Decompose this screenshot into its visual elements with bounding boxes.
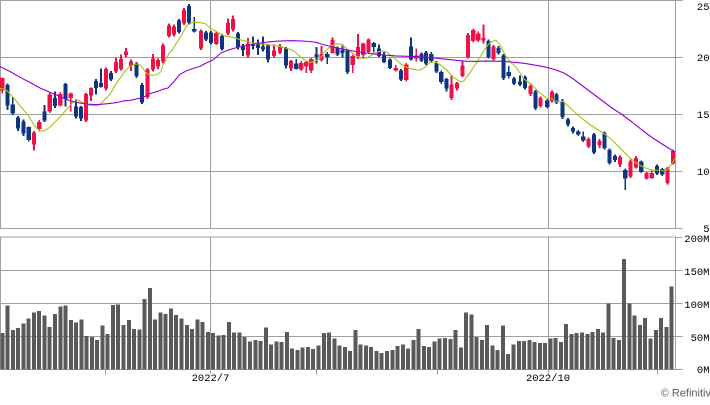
svg-text:20: 20 bbox=[697, 53, 710, 65]
svg-text:25: 25 bbox=[697, 2, 710, 14]
svg-text:0M: 0M bbox=[697, 365, 710, 377]
svg-text:2022/10: 2022/10 bbox=[526, 373, 570, 385]
svg-text:150M: 150M bbox=[684, 267, 709, 279]
svg-text:10: 10 bbox=[697, 167, 710, 179]
svg-text:100M: 100M bbox=[684, 300, 709, 312]
svg-text:© Refinitiv: © Refinitiv bbox=[661, 388, 710, 400]
svg-text:200M: 200M bbox=[684, 234, 709, 246]
svg-text:50M: 50M bbox=[691, 333, 710, 345]
svg-text:15: 15 bbox=[697, 110, 710, 122]
svg-text:5: 5 bbox=[703, 224, 709, 236]
svg-text:2022/7: 2022/7 bbox=[192, 373, 230, 385]
